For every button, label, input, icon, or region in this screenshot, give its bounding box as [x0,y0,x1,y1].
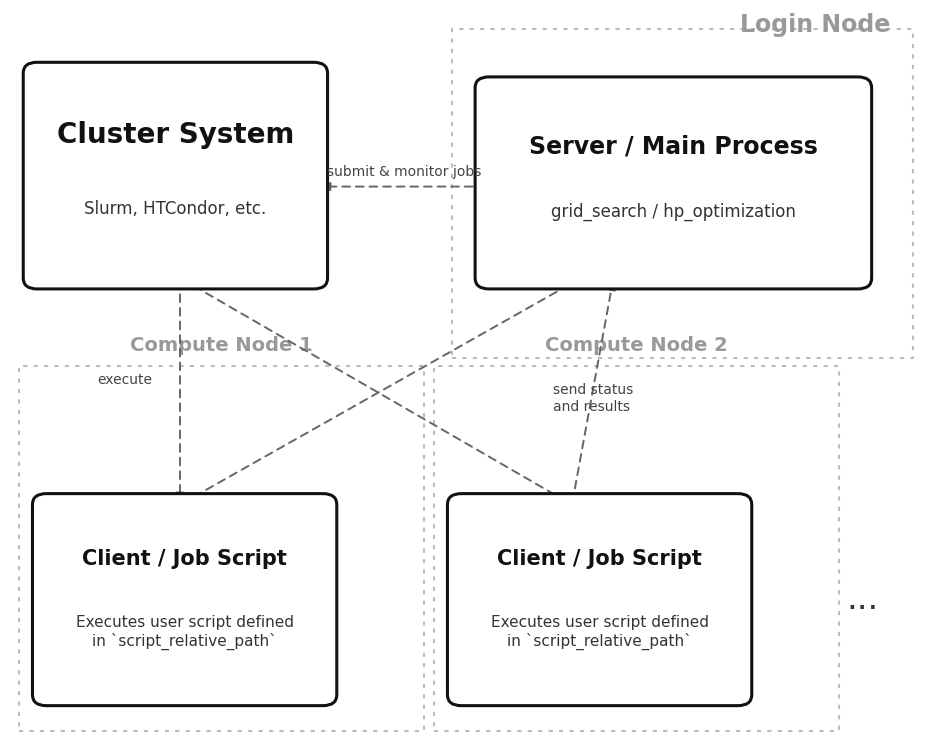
Text: Compute Node 1: Compute Node 1 [130,336,313,355]
Text: Executes user script defined
in `script_relative_path`: Executes user script defined in `script_… [75,615,294,650]
Text: execute: execute [97,373,152,387]
Text: submit & monitor jobs: submit & monitor jobs [327,165,481,179]
Text: ...: ... [846,583,879,616]
Text: Slurm, HTCondor, etc.: Slurm, HTCondor, etc. [85,199,266,218]
FancyBboxPatch shape [448,494,752,706]
Text: Executes user script defined
in `script_relative_path`: Executes user script defined in `script_… [490,615,709,650]
FancyBboxPatch shape [475,77,871,289]
Text: Client / Job Script: Client / Job Script [82,549,287,569]
Text: Client / Job Script: Client / Job Script [497,549,702,569]
FancyBboxPatch shape [32,494,337,706]
Text: Cluster System: Cluster System [56,122,295,149]
Text: Login Node: Login Node [740,13,890,37]
FancyBboxPatch shape [24,63,327,289]
Text: send status
and results: send status and results [553,383,633,414]
Text: Server / Main Process: Server / Main Process [529,134,818,158]
Text: grid_search / hp_optimization: grid_search / hp_optimization [550,203,796,222]
Text: Compute Node 2: Compute Node 2 [545,336,728,355]
